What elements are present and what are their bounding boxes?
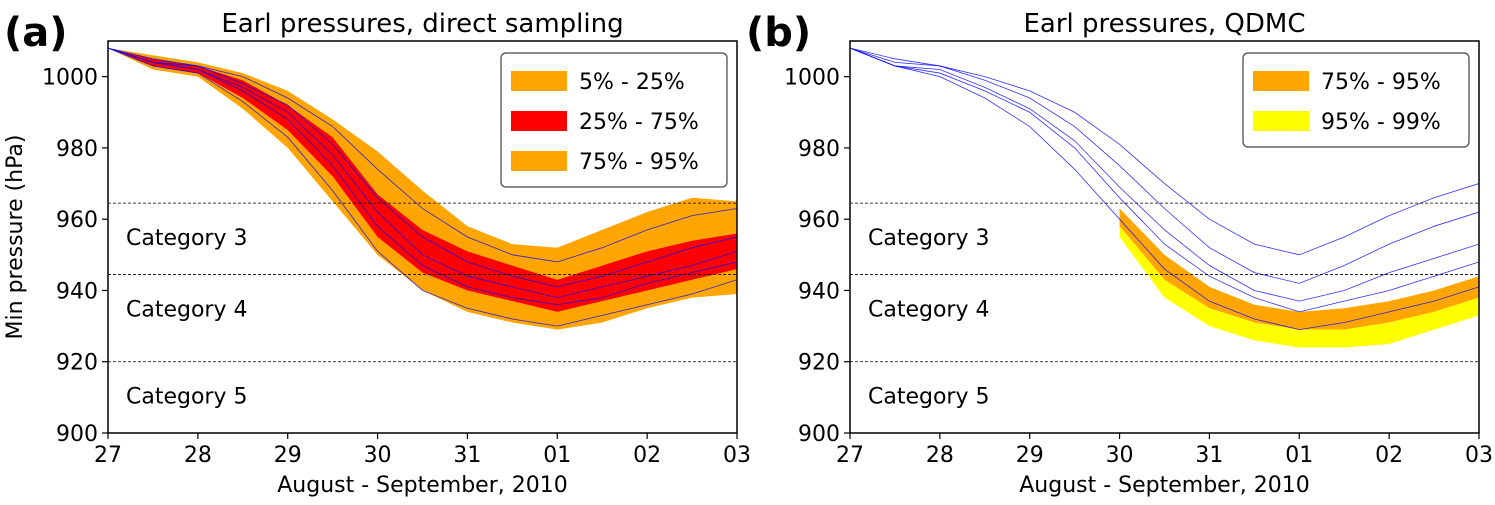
x-tick-label: 27 (836, 443, 864, 468)
member-line (108, 47, 737, 288)
category-label: Category 5 (126, 385, 247, 410)
y-tick-label: 1000 (784, 66, 840, 91)
chart-title: Earl pressures, QDMC (1024, 9, 1306, 39)
y-tick-label: 1000 (42, 66, 98, 91)
y-tick-label: 900 (798, 422, 840, 447)
x-tick-label: 03 (723, 443, 751, 468)
panel-label: (b) (746, 10, 811, 56)
y-tick-label: 920 (798, 351, 840, 376)
x-tick-label: 29 (274, 443, 302, 468)
x-tick-label: 28 (184, 443, 212, 468)
legend-swatch (1253, 111, 1309, 131)
member-line (850, 47, 1479, 256)
y-tick-label: 900 (56, 422, 98, 447)
chart-title: Earl pressures, direct sampling (221, 9, 623, 39)
legend-swatch (511, 111, 567, 131)
category-label: Category 4 (126, 297, 247, 322)
y-tick-label: 940 (798, 279, 840, 304)
y-tick-label: 940 (56, 279, 98, 304)
band-area (108, 48, 737, 312)
plot-area (850, 47, 1479, 348)
y-tick-label: 960 (56, 208, 98, 233)
x-tick-label: 02 (633, 443, 661, 468)
member-line (108, 47, 737, 298)
x-tick-label: 02 (1375, 443, 1403, 468)
member-line (850, 47, 1479, 313)
member-line (850, 47, 1479, 284)
x-tick-label: 31 (453, 443, 481, 468)
x-tick-label: 30 (364, 443, 392, 468)
y-tick-label: 960 (798, 208, 840, 233)
member-line (850, 47, 1479, 331)
category-label: Category 4 (868, 297, 989, 322)
axes-frame (107, 40, 738, 434)
member-line (108, 47, 737, 327)
y-tick-label: 980 (56, 137, 98, 162)
category-label: Category 5 (868, 385, 989, 410)
member-line (108, 47, 737, 306)
y-tick-label: 920 (56, 351, 98, 376)
legend-label: 5% - 25% (579, 70, 685, 95)
x-tick-label: 30 (1106, 443, 1134, 468)
x-tick-label: 29 (1016, 443, 1044, 468)
x-axis-label: August - September, 2010 (1019, 473, 1310, 498)
axes-frame (849, 40, 1480, 434)
member-line (850, 47, 1479, 302)
legend-swatch (511, 151, 567, 171)
x-tick-label: 28 (926, 443, 954, 468)
y-tick-label: 980 (798, 137, 840, 162)
legend-swatch (1253, 71, 1309, 91)
band-area (1119, 226, 1479, 348)
x-tick-label: 03 (1465, 443, 1493, 468)
x-tick-label: 27 (94, 443, 122, 468)
legend-label: 75% - 95% (1321, 70, 1441, 95)
legend-label: 25% - 75% (579, 110, 699, 135)
y-axis-label: Min pressure (hPa) (3, 135, 28, 340)
category-label: Category 3 (126, 226, 247, 251)
x-tick-label: 01 (543, 443, 571, 468)
legend-swatch (511, 71, 567, 91)
band-area (108, 48, 737, 330)
category-label: Category 3 (868, 226, 989, 251)
legend-label: 75% - 95% (579, 150, 699, 175)
member-line (108, 47, 737, 263)
legend-label: 95% - 99% (1321, 110, 1441, 135)
plot-area (108, 47, 737, 330)
x-tick-label: 01 (1285, 443, 1313, 468)
x-tick-label: 31 (1195, 443, 1223, 468)
band-area (1119, 208, 1479, 330)
panel-label: (a) (4, 10, 68, 56)
x-axis-label: August - September, 2010 (277, 473, 568, 498)
